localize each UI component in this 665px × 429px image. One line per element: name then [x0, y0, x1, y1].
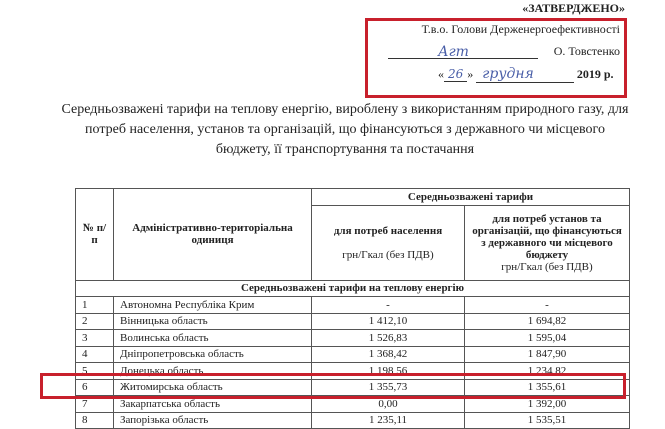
table-row: 1 Автономна Республіка Крим - - — [75, 296, 630, 314]
cell-org: - — [464, 296, 630, 314]
cell-pop: 1 526,83 — [311, 329, 465, 347]
table-row: 3 Волинська область 1 526,83 1 595,04 — [75, 329, 630, 347]
approval-heading: «ЗАТВЕРДЖЕНО» — [522, 1, 625, 15]
table-row: 8 Запорізька область 1 235,11 1 535,51 — [75, 411, 630, 429]
table-row: 7 Закарпатська область 0,00 1 392,00 — [75, 395, 630, 413]
cell-name: Волинська область — [113, 329, 312, 347]
table-row: 2 Вінницька область 1 412,10 1 694,82 — [75, 312, 630, 330]
col-pop: для потреб населення грн/Гкал (без ПДВ) — [311, 204, 465, 281]
approver-name: О. Товстенко — [553, 44, 620, 58]
cell-org: 1 694,82 — [464, 312, 630, 330]
approval-block: Т.в.о. Голови Держенергоефективності Агт… — [368, 20, 624, 95]
col-group: Середньозважені тарифи — [311, 188, 630, 206]
cell-org: 1 847,90 — [464, 345, 630, 363]
cell-n: 2 — [75, 312, 114, 330]
cell-org: 1 535,51 — [464, 411, 630, 429]
date-year: 2019 р. — [576, 67, 614, 81]
cell-n: 1 — [75, 296, 114, 314]
signature-line: Агт — [388, 44, 538, 60]
cell-pop: 1 235,11 — [311, 411, 465, 429]
col-org: для потреб установ та організацій, що фі… — [464, 204, 630, 281]
cell-n: 3 — [75, 329, 114, 347]
approver-position: Т.в.о. Голови Держенергоефективності — [421, 22, 620, 36]
cell-name: Автономна Республіка Крим — [113, 296, 312, 314]
cell-pop: - — [311, 296, 465, 314]
highlight-row — [40, 373, 626, 399]
cell-name: Закарпатська область — [113, 395, 312, 413]
document-title: Середньозважені тарифи на теплову енергі… — [61, 102, 629, 157]
col-unit: Адміністративно-територіальна одиниця — [113, 188, 312, 281]
cell-n: 4 — [75, 345, 114, 363]
signature: Агт — [438, 44, 469, 60]
cell-name: Житомирська область — [113, 378, 312, 396]
col-num: № п/п — [75, 188, 114, 281]
cell-org: 1 595,04 — [464, 329, 630, 347]
cell-pop: 1 368,42 — [311, 345, 465, 363]
table-row: 6 Житомирська область 1 355,73 1 355,61 — [75, 378, 630, 396]
date-day: 26 — [444, 67, 468, 82]
cell-name: Дніпропетровська область — [113, 345, 312, 363]
tariff-table: № п/п Адміністративно-територіальна один… — [75, 188, 630, 429]
cell-name: Запорізька область — [113, 411, 312, 429]
date-month: грудня — [476, 66, 574, 83]
cell-name: Вінницька область — [113, 312, 312, 330]
section-heading: Середньозважені тарифи на теплову енергі… — [75, 279, 630, 297]
approval-date: «26» грудня 2019 р. — [438, 66, 614, 83]
cell-n: 8 — [75, 411, 114, 429]
cell-org: 1 392,00 — [464, 395, 630, 413]
highlight-approval — [365, 18, 627, 98]
table-row: 4 Дніпропетровська область 1 368,42 1 847,9… — [75, 345, 630, 363]
cell-pop: 1 412,10 — [311, 312, 465, 330]
